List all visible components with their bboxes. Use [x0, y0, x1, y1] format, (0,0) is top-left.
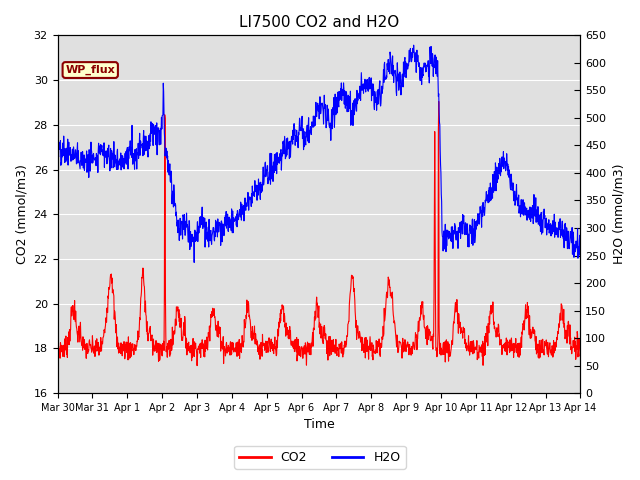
Title: LI7500 CO2 and H2O: LI7500 CO2 and H2O — [239, 15, 399, 30]
Y-axis label: H2O (mmol/m3): H2O (mmol/m3) — [612, 164, 625, 264]
X-axis label: Time: Time — [303, 419, 334, 432]
Y-axis label: CO2 (mmol/m3): CO2 (mmol/m3) — [15, 164, 28, 264]
Legend: CO2, H2O: CO2, H2O — [234, 446, 406, 469]
Text: WP_flux: WP_flux — [65, 65, 115, 75]
